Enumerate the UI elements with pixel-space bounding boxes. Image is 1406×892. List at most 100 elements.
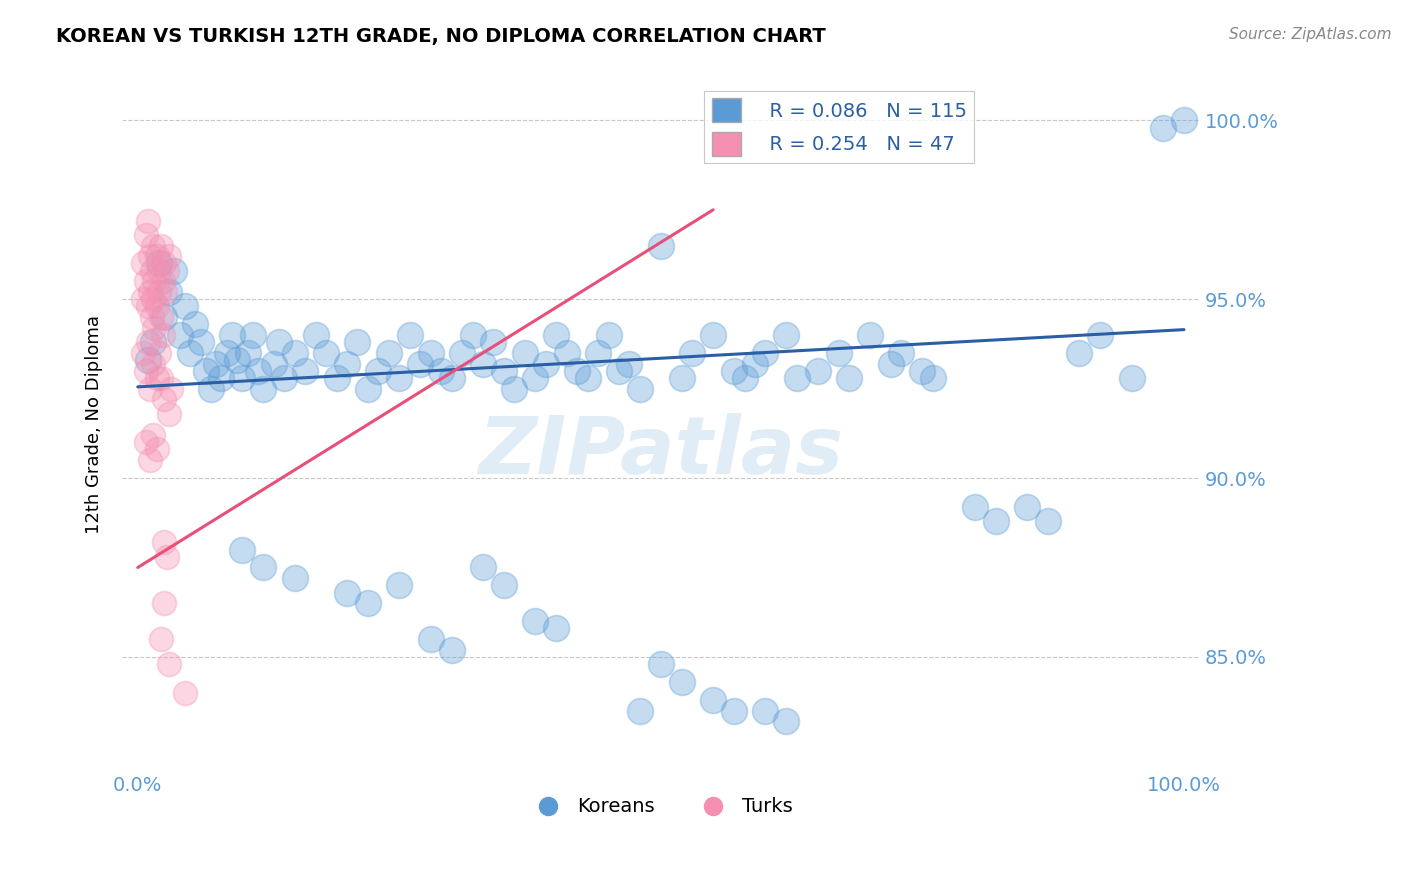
- Point: [984, 514, 1007, 528]
- Point: [205, 357, 228, 371]
- Point: [723, 364, 745, 378]
- Point: [157, 285, 180, 299]
- Point: [142, 238, 165, 252]
- Point: [148, 263, 170, 277]
- Point: [200, 382, 222, 396]
- Point: [149, 632, 172, 646]
- Point: [546, 328, 568, 343]
- Point: [163, 263, 186, 277]
- Point: [179, 346, 201, 360]
- Point: [880, 357, 903, 371]
- Point: [586, 346, 609, 360]
- Point: [409, 357, 432, 371]
- Point: [252, 560, 274, 574]
- Point: [598, 328, 620, 343]
- Point: [221, 328, 243, 343]
- Text: ZIPatlas: ZIPatlas: [478, 413, 844, 491]
- Point: [304, 328, 326, 343]
- Point: [807, 364, 830, 378]
- Point: [143, 321, 166, 335]
- Point: [1121, 371, 1143, 385]
- Point: [152, 328, 174, 343]
- Point: [921, 371, 943, 385]
- Point: [357, 382, 380, 396]
- Point: [702, 693, 724, 707]
- Point: [135, 227, 157, 242]
- Legend: Koreans, Turks: Koreans, Turks: [520, 789, 801, 824]
- Point: [139, 285, 162, 299]
- Point: [149, 310, 172, 324]
- Point: [142, 292, 165, 306]
- Point: [142, 428, 165, 442]
- Point: [440, 642, 463, 657]
- Point: [472, 357, 495, 371]
- Point: [775, 328, 797, 343]
- Point: [492, 364, 515, 378]
- Point: [838, 371, 860, 385]
- Point: [190, 335, 212, 350]
- Point: [139, 453, 162, 467]
- Point: [236, 346, 259, 360]
- Point: [1173, 113, 1195, 128]
- Point: [357, 596, 380, 610]
- Point: [388, 371, 411, 385]
- Point: [828, 346, 851, 360]
- Point: [142, 357, 165, 371]
- Point: [555, 346, 578, 360]
- Point: [702, 328, 724, 343]
- Point: [148, 256, 170, 270]
- Point: [650, 657, 672, 671]
- Point: [284, 346, 307, 360]
- Point: [650, 238, 672, 252]
- Point: [294, 364, 316, 378]
- Point: [152, 274, 174, 288]
- Point: [503, 382, 526, 396]
- Point: [325, 371, 347, 385]
- Point: [173, 686, 195, 700]
- Point: [734, 371, 756, 385]
- Point: [284, 571, 307, 585]
- Point: [576, 371, 599, 385]
- Point: [440, 371, 463, 385]
- Text: Source: ZipAtlas.com: Source: ZipAtlas.com: [1229, 27, 1392, 42]
- Point: [963, 500, 986, 514]
- Point: [336, 357, 359, 371]
- Point: [754, 346, 776, 360]
- Point: [671, 371, 693, 385]
- Point: [775, 714, 797, 729]
- Point: [1015, 500, 1038, 514]
- Point: [346, 335, 368, 350]
- Point: [184, 318, 207, 332]
- Point: [242, 328, 264, 343]
- Point: [156, 549, 179, 564]
- Point: [461, 328, 484, 343]
- Point: [671, 675, 693, 690]
- Point: [135, 435, 157, 450]
- Point: [157, 657, 180, 671]
- Point: [247, 364, 270, 378]
- Point: [607, 364, 630, 378]
- Point: [267, 335, 290, 350]
- Point: [744, 357, 766, 371]
- Point: [153, 392, 176, 407]
- Point: [194, 364, 217, 378]
- Point: [132, 256, 155, 270]
- Point: [524, 371, 547, 385]
- Point: [786, 371, 808, 385]
- Point: [136, 213, 159, 227]
- Point: [215, 346, 238, 360]
- Point: [160, 382, 183, 396]
- Point: [890, 346, 912, 360]
- Point: [273, 371, 295, 385]
- Point: [136, 299, 159, 313]
- Point: [263, 357, 285, 371]
- Point: [472, 560, 495, 574]
- Point: [628, 704, 651, 718]
- Point: [139, 382, 162, 396]
- Point: [430, 364, 453, 378]
- Point: [524, 614, 547, 628]
- Point: [1036, 514, 1059, 528]
- Point: [911, 364, 934, 378]
- Point: [226, 353, 249, 368]
- Point: [153, 596, 176, 610]
